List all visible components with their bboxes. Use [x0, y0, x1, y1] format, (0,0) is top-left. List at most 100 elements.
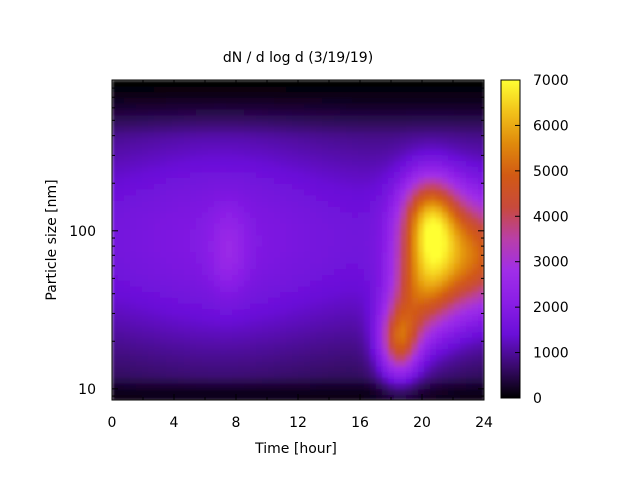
heatmap-cell [136, 285, 143, 293]
heatmap-cell [346, 342, 353, 350]
heatmap-cell [394, 120, 401, 127]
heatmap-cell [316, 188, 323, 196]
heatmap-cell [172, 125, 179, 133]
heatmap-cell [286, 85, 293, 93]
heatmap-cell [436, 177, 443, 184]
heatmap-cell [298, 217, 305, 224]
heatmap-cell [358, 382, 365, 390]
heatmap-cell [358, 360, 365, 367]
heatmap-cell [226, 171, 233, 178]
heatmap-cell [418, 97, 425, 104]
heatmap-cell [310, 131, 317, 138]
heatmap-cell [472, 280, 479, 287]
heatmap-cell [376, 297, 383, 304]
heatmap-cell [292, 125, 299, 133]
heatmap-cell [286, 377, 293, 384]
heatmap-cell [220, 280, 227, 287]
heatmap-cell [112, 222, 119, 230]
heatmap-cell [454, 257, 461, 264]
heatmap-cell [190, 245, 197, 253]
heatmap-cell [136, 377, 143, 384]
heatmap-cell [316, 365, 323, 373]
heatmap-cell [256, 222, 263, 230]
heatmap-cell [424, 217, 431, 224]
heatmap-cell [124, 320, 131, 327]
heatmap-cell [412, 102, 419, 110]
heatmap-cell [196, 165, 203, 173]
heatmap-cell [142, 165, 149, 173]
heatmap-cell [112, 285, 119, 293]
heatmap-cell [178, 240, 185, 247]
x-tick-label: 4 [170, 415, 179, 431]
heatmap-cell [130, 394, 137, 400]
heatmap-cell [454, 354, 461, 361]
heatmap-cell [460, 382, 467, 390]
heatmap-cell [382, 160, 389, 167]
heatmap-cell [286, 240, 293, 247]
heatmap-cell [298, 320, 305, 327]
heatmap-cell [316, 371, 323, 378]
heatmap-cell [436, 171, 443, 178]
heatmap-cell [340, 360, 347, 367]
heatmap-cell [172, 165, 179, 173]
heatmap-cell [322, 154, 329, 161]
heatmap-cell [376, 302, 383, 310]
heatmap-cell [292, 148, 299, 156]
heatmap-cell [172, 280, 179, 287]
heatmap-cell [112, 320, 119, 327]
heatmap-cell [178, 217, 185, 224]
heatmap-cell [298, 308, 305, 316]
heatmap-cell [382, 165, 389, 173]
heatmap-cell [256, 320, 263, 327]
heatmap-cell [118, 91, 125, 98]
heatmap-cell [424, 80, 431, 87]
heatmap-cell [130, 251, 137, 258]
heatmap-cell [334, 142, 341, 150]
heatmap-cell [232, 188, 239, 196]
heatmap-cell [322, 182, 329, 190]
heatmap-cell [148, 222, 155, 230]
heatmap-cell [262, 102, 269, 110]
heatmap-cell [466, 285, 473, 293]
heatmap-cell [418, 222, 425, 230]
heatmap-cell [334, 205, 341, 213]
heatmap-cell [238, 314, 245, 321]
heatmap-cell [406, 354, 413, 361]
heatmap-cell [238, 302, 245, 310]
heatmap-cell [124, 388, 131, 396]
heatmap-cell [202, 91, 209, 98]
heatmap-cell [370, 114, 377, 121]
heatmap-cell [268, 160, 275, 167]
heatmap-cell [208, 148, 215, 156]
heatmap-cell [142, 285, 149, 293]
heatmap-cell [280, 365, 287, 373]
heatmap-cell [442, 371, 449, 378]
heatmap-cell [424, 354, 431, 361]
heatmap-cell [256, 200, 263, 207]
heatmap-cell [220, 394, 227, 400]
heatmap-cell [424, 262, 431, 270]
heatmap-cell [358, 377, 365, 384]
heatmap-cell [418, 240, 425, 247]
heatmap-cell [328, 205, 335, 213]
heatmap-cell [208, 171, 215, 178]
heatmap-cell [412, 325, 419, 333]
heatmap-cell [250, 171, 257, 178]
heatmap-cell [436, 131, 443, 138]
heatmap-cell [118, 371, 125, 378]
heatmap-cell [256, 257, 263, 264]
heatmap-cell [244, 97, 251, 104]
heatmap-cell [406, 320, 413, 327]
heatmap-cell [166, 102, 173, 110]
heatmap-cell [274, 262, 281, 270]
heatmap-cell [112, 251, 119, 258]
heatmap-cell [436, 268, 443, 276]
heatmap-cell [202, 222, 209, 230]
heatmap-cell [208, 302, 215, 310]
heatmap-cell [424, 194, 431, 201]
heatmap-cell [316, 211, 323, 218]
heatmap-cell [322, 177, 329, 184]
heatmap-cell [346, 262, 353, 270]
heatmap-cell [256, 245, 263, 253]
heatmap-cell [352, 302, 359, 310]
